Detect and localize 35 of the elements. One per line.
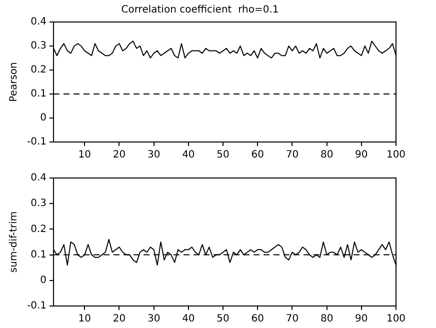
x-tick-label: 80: [320, 150, 334, 161]
y-tick-label: 0.1: [30, 88, 47, 100]
y-tick-label: 0.1: [30, 249, 47, 260]
chart-title: Correlation coefficient rho=0.1: [121, 4, 279, 16]
x-tick-label: 10: [78, 314, 92, 325]
x-tick-label: 80: [320, 314, 334, 325]
y-tick-label: 0.4: [30, 16, 47, 28]
x-tick-label: 50: [216, 150, 230, 161]
x-tick-label: 100: [386, 314, 406, 325]
y-tick-label: 0.2: [30, 64, 47, 76]
x-tick-label: 60: [251, 314, 264, 325]
x-tick-label: 40: [182, 150, 195, 161]
y-tick-label: 0: [40, 112, 47, 124]
y-tick-label: 0.2: [30, 224, 47, 235]
x-tick-label: 90: [355, 314, 368, 325]
y-tick-label: -0.1: [26, 136, 47, 148]
x-tick-label: 30: [147, 314, 160, 325]
x-tick-label: 100: [386, 150, 406, 161]
x-tick-label: 90: [355, 150, 368, 161]
x-tick-label: 20: [112, 150, 126, 161]
x-tick-label: 70: [286, 314, 299, 325]
y-tick-label: 0: [40, 274, 47, 286]
y-tick-label: 0.4: [30, 172, 47, 184]
y-tick-label: 0.3: [30, 198, 47, 210]
y-tick-label: -0.1: [26, 300, 47, 312]
x-tick-label: 40: [182, 314, 195, 325]
y-axis-title: sum-dif-trim: [8, 211, 20, 273]
x-tick-label: 30: [147, 150, 160, 161]
y-axis-title: Pearson: [8, 62, 20, 102]
x-tick-label: 50: [216, 314, 230, 325]
y-tick-label: 0.3: [30, 40, 47, 52]
x-tick-label: 20: [112, 314, 126, 325]
x-tick-label: 10: [78, 150, 92, 161]
x-tick-label: 60: [251, 150, 264, 161]
x-tick-label: 70: [286, 150, 299, 161]
